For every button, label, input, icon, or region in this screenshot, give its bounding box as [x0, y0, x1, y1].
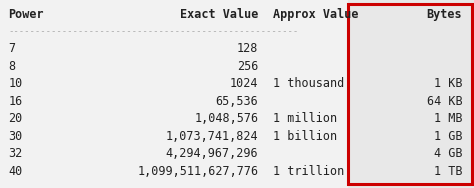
Text: 8: 8: [9, 60, 16, 73]
Text: 64 KB: 64 KB: [427, 95, 462, 108]
Text: Power: Power: [9, 8, 44, 21]
Text: 256: 256: [237, 60, 258, 73]
Text: Bytes: Bytes: [427, 8, 462, 21]
Text: 1,099,511,627,776: 1,099,511,627,776: [137, 165, 258, 178]
Text: Approx Value: Approx Value: [273, 8, 358, 21]
Text: 1 billion: 1 billion: [273, 130, 337, 143]
Text: 1 thousand: 1 thousand: [273, 77, 344, 90]
Text: 10: 10: [9, 77, 23, 90]
Text: 7: 7: [9, 42, 16, 55]
Text: 128: 128: [237, 42, 258, 55]
Text: ------------------------------------------------------: ----------------------------------------…: [9, 27, 299, 36]
Text: 4,294,967,296: 4,294,967,296: [166, 147, 258, 160]
Text: 4 GB: 4 GB: [434, 147, 462, 160]
Text: 32: 32: [9, 147, 23, 160]
Text: Exact Value: Exact Value: [180, 8, 258, 21]
Text: 1 MB: 1 MB: [434, 112, 462, 125]
Text: 1 trillion: 1 trillion: [273, 165, 344, 178]
Text: 20: 20: [9, 112, 23, 125]
Text: 30: 30: [9, 130, 23, 143]
Text: 1024: 1024: [230, 77, 258, 90]
Text: 40: 40: [9, 165, 23, 178]
Text: 1,048,576: 1,048,576: [194, 112, 258, 125]
Text: 1,073,741,824: 1,073,741,824: [166, 130, 258, 143]
Text: 65,536: 65,536: [216, 95, 258, 108]
Bar: [348, 4, 472, 184]
Text: 1 TB: 1 TB: [434, 165, 462, 178]
Bar: [348, 0, 474, 188]
Text: 16: 16: [9, 95, 23, 108]
Text: 1 million: 1 million: [273, 112, 337, 125]
Text: 1 GB: 1 GB: [434, 130, 462, 143]
Text: 1 KB: 1 KB: [434, 77, 462, 90]
